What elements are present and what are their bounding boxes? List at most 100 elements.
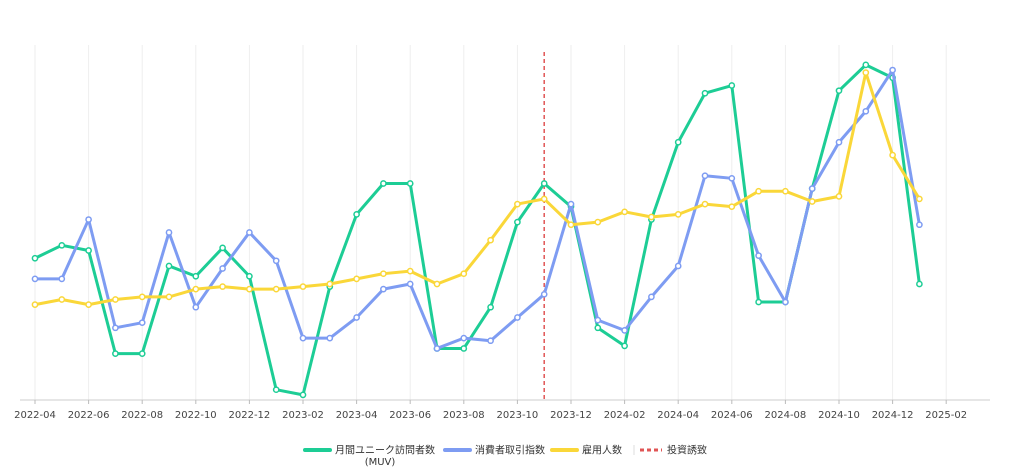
data-point[interactable] xyxy=(433,280,441,288)
data-point[interactable] xyxy=(621,208,628,216)
data-point[interactable] xyxy=(540,290,548,298)
data-point[interactable] xyxy=(460,270,468,278)
data-point[interactable] xyxy=(594,324,602,332)
data-point[interactable] xyxy=(674,262,682,270)
data-point[interactable] xyxy=(701,200,709,208)
data-point[interactable] xyxy=(192,303,200,311)
legend-item-series-2[interactable]: 雇用人数 xyxy=(550,444,622,457)
data-point[interactable] xyxy=(219,283,226,290)
data-point[interactable] xyxy=(862,69,870,76)
data-point[interactable] xyxy=(755,252,762,259)
data-point[interactable] xyxy=(138,319,146,327)
data-point[interactable] xyxy=(31,254,39,262)
data-point[interactable] xyxy=(299,391,307,399)
data-point[interactable] xyxy=(621,342,628,350)
legend-item-series-0[interactable]: 月間ユニーク訪問者数(MUV) xyxy=(303,444,435,468)
data-point[interactable] xyxy=(540,180,548,187)
data-point[interactable] xyxy=(380,180,387,187)
data-point[interactable] xyxy=(299,283,307,290)
data-point[interactable] xyxy=(165,293,173,301)
data-point[interactable] xyxy=(406,267,414,275)
data-point[interactable] xyxy=(728,203,736,211)
data-point[interactable] xyxy=(406,280,414,288)
data-point[interactable] xyxy=(648,213,655,221)
data-point[interactable] xyxy=(889,151,896,159)
data-point[interactable] xyxy=(31,301,39,308)
data-point[interactable] xyxy=(380,270,387,278)
data-point[interactable] xyxy=(487,337,494,345)
data-point[interactable] xyxy=(862,61,870,69)
data-point[interactable] xyxy=(514,200,521,208)
data-point[interactable] xyxy=(85,301,92,308)
data-point[interactable] xyxy=(701,89,709,97)
data-point[interactable] xyxy=(219,244,226,252)
data-point[interactable] xyxy=(112,350,119,357)
data-point[interactable] xyxy=(594,316,602,324)
legend-item-marker[interactable]: 投資誘致 xyxy=(633,444,707,457)
data-point[interactable] xyxy=(353,275,360,283)
data-point[interactable] xyxy=(540,195,548,203)
data-point[interactable] xyxy=(31,275,39,283)
data-point[interactable] xyxy=(165,262,173,270)
data-point[interactable] xyxy=(406,180,414,187)
data-point[interactable] xyxy=(916,195,923,203)
data-point[interactable] xyxy=(85,216,92,223)
data-point[interactable] xyxy=(85,247,92,254)
data-point[interactable] xyxy=(112,324,119,332)
data-point[interactable] xyxy=(782,298,789,306)
data-point[interactable] xyxy=(246,285,253,293)
data-point[interactable] xyxy=(272,285,280,293)
data-point[interactable] xyxy=(192,285,200,293)
legend-item-series-1[interactable]: 消費者取引指数 xyxy=(443,444,545,457)
data-point[interactable] xyxy=(916,221,923,229)
data-point[interactable] xyxy=(782,187,789,195)
data-point[interactable] xyxy=(58,241,66,249)
data-point[interactable] xyxy=(192,272,200,280)
data-point[interactable] xyxy=(567,200,575,208)
data-point[interactable] xyxy=(165,229,173,236)
data-point[interactable] xyxy=(808,185,816,192)
data-point[interactable] xyxy=(701,172,709,180)
data-point[interactable] xyxy=(889,66,896,74)
data-point[interactable] xyxy=(380,285,387,293)
data-point[interactable] xyxy=(487,303,494,311)
data-point[interactable] xyxy=(326,334,334,342)
x-axis-ticks: 2022-04 2022-06 2022-08 2022-10 2022-12 2023-… xyxy=(14,400,967,421)
data-point[interactable] xyxy=(674,211,682,218)
data-point[interactable] xyxy=(835,87,843,95)
data-point[interactable] xyxy=(58,275,66,283)
data-point[interactable] xyxy=(674,138,682,146)
data-point[interactable] xyxy=(246,229,253,236)
data-point[interactable] xyxy=(728,82,736,89)
data-point[interactable] xyxy=(755,298,762,306)
data-point[interactable] xyxy=(58,296,66,303)
data-point[interactable] xyxy=(514,314,521,321)
data-point[interactable] xyxy=(219,265,226,272)
data-point[interactable] xyxy=(621,327,628,334)
data-point[interactable] xyxy=(808,198,816,205)
data-point[interactable] xyxy=(916,280,923,288)
data-point[interactable] xyxy=(728,174,736,182)
data-point[interactable] xyxy=(353,314,360,321)
data-point[interactable] xyxy=(835,193,843,200)
data-point[interactable] xyxy=(299,334,307,342)
data-point[interactable] xyxy=(835,138,843,146)
data-point[interactable] xyxy=(862,107,870,115)
data-point[interactable] xyxy=(353,211,360,218)
data-point[interactable] xyxy=(514,218,521,226)
data-point[interactable] xyxy=(112,296,119,303)
data-point[interactable] xyxy=(648,293,655,301)
data-point[interactable] xyxy=(326,280,334,288)
data-point[interactable] xyxy=(138,350,146,357)
data-point[interactable] xyxy=(272,386,280,394)
data-point[interactable] xyxy=(567,221,575,229)
data-point[interactable] xyxy=(246,272,253,280)
data-point[interactable] xyxy=(433,345,441,352)
data-point[interactable] xyxy=(487,236,494,244)
data-point[interactable] xyxy=(594,218,602,226)
data-point[interactable] xyxy=(460,345,468,352)
data-point[interactable] xyxy=(755,187,762,195)
data-point[interactable] xyxy=(272,257,280,265)
data-point[interactable] xyxy=(460,334,468,342)
data-point[interactable] xyxy=(138,293,146,301)
